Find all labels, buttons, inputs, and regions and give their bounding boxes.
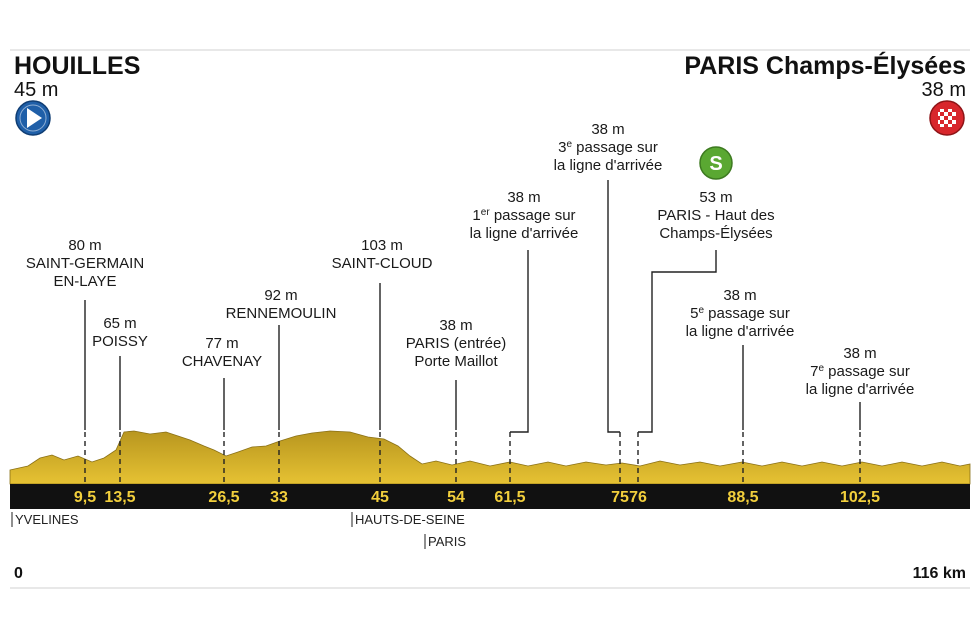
checkered-flag-icon bbox=[929, 100, 965, 136]
region-labels: YVELINES HAUTS-DE-SEINE PARIS bbox=[11, 512, 466, 549]
km-mark-2: 26,5 bbox=[208, 489, 239, 506]
distance-bar bbox=[10, 484, 970, 509]
waypoint-label-passage-1: 38 m 1er passage sur la ligne d'arrivée bbox=[470, 189, 579, 242]
region-label: YVELINES bbox=[15, 512, 79, 527]
km-mark-9: 88,5 bbox=[727, 489, 758, 506]
waypoint-label-saint-cloud: 103 m SAINT-CLOUD bbox=[332, 237, 433, 272]
waypoint-label-saint-germain: 80 m SAINT-GERMAIN EN-LAYE bbox=[26, 237, 144, 290]
region-label: PARIS bbox=[428, 534, 466, 549]
km-mark-5: 54 bbox=[447, 489, 465, 506]
km-mark-3: 33 bbox=[270, 489, 288, 506]
region-label: HAUTS-DE-SEINE bbox=[355, 512, 465, 527]
waypoint-label-passage-5: 38 m 5e passage sur la ligne d'arrivée bbox=[686, 287, 795, 340]
km-markers: 9,5 13,5 26,5 33 45 54 61,5 75 76 88,5 102,5 bbox=[74, 489, 880, 506]
km-mark-1: 13,5 bbox=[104, 489, 135, 506]
start-altitude: 45 m bbox=[14, 79, 58, 101]
start-km-label: 0 bbox=[14, 565, 23, 582]
end-km-label: 116 km bbox=[913, 565, 966, 582]
terrain-profile bbox=[9, 430, 971, 485]
km-mark-8: 76 bbox=[629, 489, 647, 506]
waypoint-label-chavenay: 77 m CHAVENAY bbox=[182, 335, 262, 370]
waypoint-labels: 80 m SAINT-GERMAIN EN-LAYE 65 m POISSY 77 m CH… bbox=[26, 121, 915, 398]
region-yvelines: YVELINES bbox=[11, 512, 79, 527]
callout-passage-3 bbox=[607, 180, 621, 484]
region-hauts-de-seine: HAUTS-DE-SEINE bbox=[351, 512, 465, 527]
km-mark-0: 9,5 bbox=[74, 489, 96, 506]
km-mark-4: 45 bbox=[371, 489, 389, 506]
sprint-icon: S bbox=[699, 146, 733, 180]
callout-passage-1 bbox=[509, 250, 529, 484]
waypoint-label-poissy: 65 m POISSY bbox=[92, 315, 148, 350]
waypoint-label-passage-3: 38 m 3e passage sur la ligne d'arrivée bbox=[554, 121, 663, 174]
finish-altitude: 38 m bbox=[922, 79, 966, 101]
region-paris: PARIS bbox=[424, 534, 466, 549]
start-arrow-icon bbox=[15, 100, 51, 136]
sprint-letter: S bbox=[709, 153, 722, 175]
waypoint-label-paris-entree: 38 m PARIS (entrée) Porte Maillot bbox=[406, 317, 507, 370]
km-mark-7: 75 bbox=[611, 489, 629, 506]
waypoint-callouts bbox=[84, 180, 861, 484]
start-town-name: HOUILLES bbox=[14, 52, 140, 80]
waypoint-label-rennemoulin: 92 m RENNEMOULIN bbox=[226, 287, 337, 322]
waypoint-label-passage-7: 38 m 7e passage sur la ligne d'arrivée bbox=[806, 345, 915, 398]
finish-town-name: PARIS Champs-Élysées bbox=[684, 51, 966, 80]
callout-haut-champs bbox=[637, 250, 717, 484]
waypoint-label-haut-champs: 53 m PARIS - Haut des Champs-Élysées bbox=[657, 189, 774, 242]
km-mark-6: 61,5 bbox=[494, 489, 525, 506]
km-mark-10: 102,5 bbox=[840, 489, 880, 506]
terrain-area bbox=[9, 430, 971, 485]
